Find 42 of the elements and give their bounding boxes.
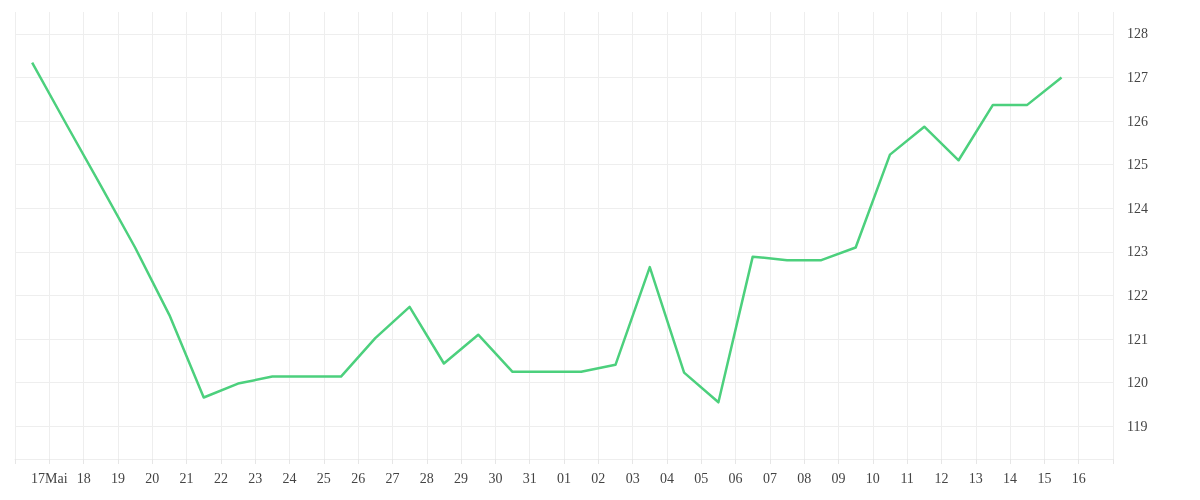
x-tick-label: 18	[76, 470, 91, 486]
x-tick-label: 28	[419, 470, 434, 486]
x-tick-label: 25	[316, 470, 331, 486]
x-tick-label: 16	[1071, 470, 1086, 486]
y-tick-label: 121	[1127, 331, 1148, 347]
x-tick-label: 07	[762, 470, 777, 486]
x-tick-label: 31	[522, 470, 537, 486]
x-tick-label: 02	[591, 470, 606, 486]
x-tick-label: 20	[145, 470, 160, 486]
x-tick-label: 10	[865, 470, 880, 486]
x-tick-label: 04	[659, 470, 674, 486]
x-tick-label: 11	[900, 470, 914, 486]
x-tick-label: 09	[831, 470, 846, 486]
y-tick-label: 122	[1127, 287, 1148, 303]
x-tick-label: 22	[213, 470, 228, 486]
x-tick-label: 06	[728, 470, 743, 486]
x-tick-label: 24	[282, 470, 297, 486]
x-tick-label: 13	[968, 470, 983, 486]
x-tick-label: 23	[248, 470, 263, 486]
x-tick-label: 26	[351, 470, 366, 486]
line-series	[30, 61, 1063, 404]
y-tick-label: 119	[1127, 418, 1148, 434]
y-tick-label: 127	[1127, 69, 1148, 85]
y-tick-label: 125	[1127, 157, 1148, 173]
y-tick-label: 128	[1127, 26, 1148, 42]
x-tick-label: 29	[454, 470, 469, 486]
y-tick-label: 123	[1127, 244, 1148, 260]
x-tick-label: 01	[557, 470, 571, 486]
y-tick-label: 124	[1127, 200, 1148, 216]
x-tick-label: 08	[797, 470, 812, 486]
x-tick-label: 14	[1003, 470, 1018, 486]
x-tick-label: 17Mai	[31, 470, 68, 486]
x-tick-label: 27	[385, 470, 400, 486]
y-tick-label: 126	[1127, 113, 1148, 129]
y-tick-label: 120	[1127, 375, 1148, 391]
x-tick-label: 12	[934, 470, 949, 486]
x-tick-label: 19	[110, 470, 125, 486]
x-tick-label: 30	[488, 470, 503, 486]
x-tick-label: 21	[179, 470, 194, 486]
x-tick-label: 03	[625, 470, 640, 486]
x-tick-label: 05	[694, 470, 709, 486]
x-tick-label: 15	[1037, 470, 1052, 486]
